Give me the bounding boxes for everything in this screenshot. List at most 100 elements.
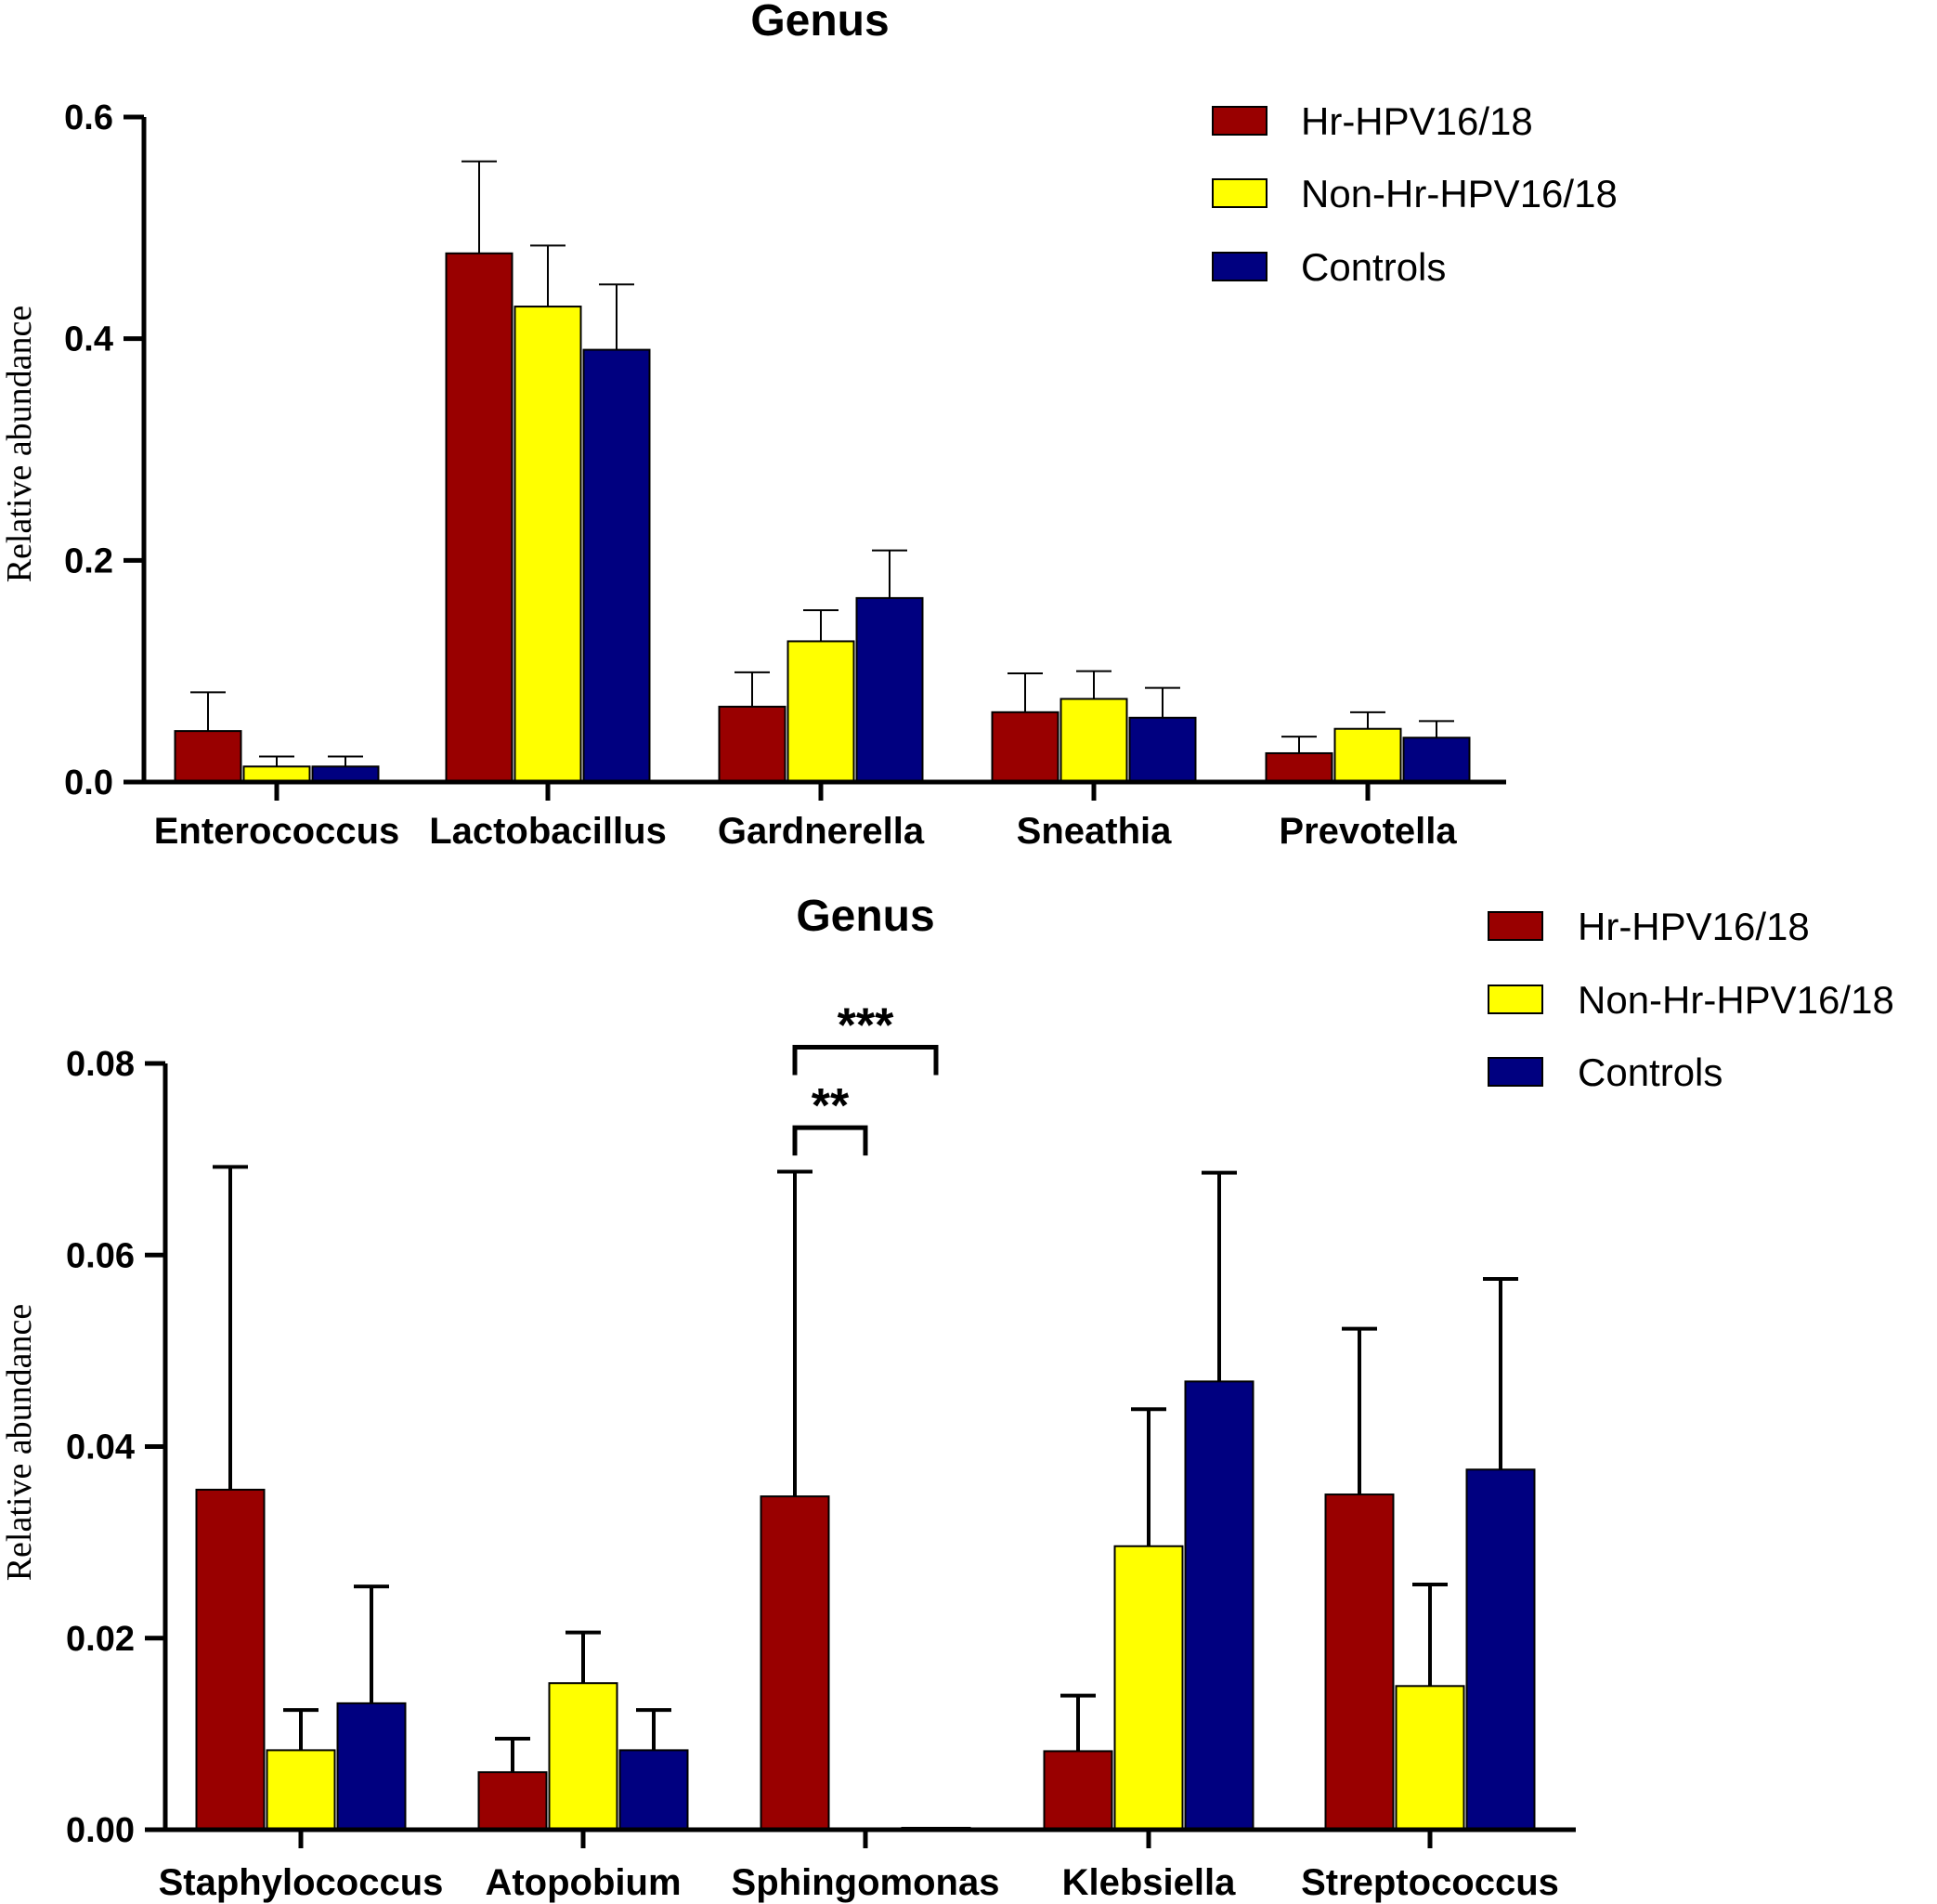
legend-item-controls: Controls (1212, 245, 1446, 289)
legend: Hr-HPV16/18 Non-Hr-HPV16/18 Controls (1212, 99, 1618, 289)
significance-label: *** (838, 998, 894, 1052)
legend-swatch-hr-hpv (1488, 911, 1543, 941)
error-bar-hr-hpv16-18-staphylococcus (213, 1165, 248, 1490)
y-tick-label: 0.00 (66, 1811, 135, 1850)
error-bar-hr-hpv16-18-gardnerella (734, 671, 770, 707)
error-bar-non-hr-hpv16-18-staphylococcus (283, 1708, 318, 1751)
legend-swatch-controls (1212, 252, 1268, 281)
y-tick-label: 0.6 (64, 98, 113, 137)
error-bar-non-hr-hpv16-18-streptococcus (1412, 1583, 1448, 1687)
x-tick-label-enterococcus: Enterococcus (154, 811, 400, 852)
bar-hr-hpv16-18-prevotella (1265, 751, 1333, 783)
error-bar-hr-hpv16-18-sneathia (1008, 672, 1043, 712)
bar-hr-hpv16-18-staphylococcus (195, 1488, 266, 1831)
bar-controls-lactobacillus (582, 348, 651, 783)
x-tick-label-klebsiella: Klebsiella (1062, 1862, 1237, 1903)
legend-item-non-hr-hpv: Non-Hr-HPV16/18 (1212, 172, 1618, 215)
legend: Hr-HPV16/18 Non-Hr-HPV16/18 Controls (1488, 905, 1894, 1094)
error-bar-controls-sneathia (1145, 686, 1180, 718)
bar-controls-streptococcus (1465, 1468, 1536, 1831)
error-bar-hr-hpv16-18-sphingomonas (777, 1169, 812, 1497)
y-axis-label: Relative abundance (0, 1304, 39, 1582)
y-tick-label: 0.04 (66, 1428, 135, 1467)
x-tick-label-streptococcus: Streptococcus (1301, 1862, 1559, 1903)
bar-controls-atopobium (618, 1749, 689, 1831)
error-bar-non-hr-hpv16-18-enterococcus (259, 755, 294, 767)
chart-title: Genus (796, 892, 934, 941)
significance-annotations: ***** (792, 998, 939, 1156)
bar-non-hr-hpv16-18-enterococcus (242, 765, 311, 784)
legend-swatch-controls (1488, 1057, 1543, 1087)
chart-panel-bottom: Genus Relative abundance 0.000.020.040.0… (0, 892, 1894, 1903)
error-bar-non-hr-hpv16-18-klebsiella (1131, 1407, 1166, 1546)
legend-swatch-non-hr-hpv (1488, 985, 1543, 1014)
x-tick-label-gardnerella: Gardnerella (718, 811, 925, 852)
bar-controls-gardnerella (855, 596, 924, 784)
x-tick-label-sphingomonas: Sphingomonas (732, 1862, 1000, 1903)
legend-item-hr-hpv: Hr-HPV16/18 (1212, 99, 1533, 143)
error-bar-hr-hpv16-18-atopobium (495, 1737, 530, 1773)
error-bar-non-hr-hpv16-18-sneathia (1076, 670, 1112, 699)
significance-bracket: ** (792, 1079, 868, 1156)
x-tick-label-lactobacillus: Lactobacillus (429, 811, 667, 852)
y-tick-label: 0.06 (66, 1236, 135, 1275)
legend-label-non-hr-hpv: Non-Hr-HPV16/18 (1578, 978, 1894, 1022)
bar-non-hr-hpv16-18-atopobium (548, 1682, 618, 1831)
y-axis-ticks: 0.00 0.02 0.04 0.06 0.08 (66, 1045, 165, 1850)
y-tick-label: 0.02 (66, 1620, 135, 1659)
x-axis-categories: Enterococcus Lactobacillus Gardnerella Snea… (154, 782, 1457, 852)
x-tick-label-atopobium: Atopobium (485, 1862, 681, 1903)
bar-controls-staphylococcus (336, 1702, 407, 1831)
bar-hr-hpv16-18-enterococcus (174, 730, 242, 784)
bar-non-hr-hpv16-18-streptococcus (1395, 1685, 1465, 1831)
bar-non-hr-hpv16-18-lactobacillus (514, 306, 582, 783)
error-bar-controls-klebsiella (1202, 1170, 1237, 1382)
significance-bracket: *** (792, 998, 939, 1076)
y-tick-label: 0.4 (64, 320, 113, 359)
bar-non-hr-hpv16-18-gardnerella (786, 640, 855, 783)
error-bar-controls-enterococcus (328, 755, 363, 767)
x-axis-categories: Staphylococcus Atopobium Sphingomonas Klebs… (159, 1830, 1559, 1903)
error-bar-controls-staphylococcus (354, 1584, 389, 1703)
y-axis-ticks: 0.0 0.2 0.4 0.6 (64, 98, 144, 802)
legend-item-controls: Controls (1488, 1050, 1722, 1094)
chart-title: Genus (750, 0, 889, 46)
y-axis-label: Relative abundance (0, 306, 39, 583)
error-bar-non-hr-hpv16-18-atopobium (566, 1630, 601, 1684)
chart-panel-top: Genus Relative abundance 0.0 0.2 0.4 0.6 En… (0, 0, 1618, 852)
bar-non-hr-hpv16-18-prevotella (1333, 727, 1402, 783)
legend-label-controls: Controls (1301, 245, 1446, 289)
error-bar-hr-hpv16-18-streptococcus (1342, 1326, 1377, 1495)
legend-label-hr-hpv: Hr-HPV16/18 (1578, 905, 1810, 948)
bar-hr-hpv16-18-gardnerella (718, 705, 786, 783)
legend-swatch-non-hr-hpv (1212, 178, 1268, 208)
legend-swatch-hr-hpv (1212, 106, 1268, 136)
legend-item-hr-hpv: Hr-HPV16/18 (1488, 905, 1810, 948)
x-tick-label-sneathia: Sneathia (1017, 811, 1172, 852)
x-tick-label-prevotella: Prevotella (1279, 811, 1457, 852)
bar-hr-hpv16-18-sphingomonas (760, 1495, 830, 1831)
y-tick-label: 0.2 (64, 541, 113, 580)
legend-label-hr-hpv: Hr-HPV16/18 (1301, 99, 1533, 143)
significance-label: ** (812, 1079, 850, 1133)
error-bar-hr-hpv16-18-lactobacillus (462, 160, 497, 254)
error-bar-hr-hpv16-18-enterococcus (190, 691, 226, 732)
error-bar-hr-hpv16-18-klebsiella (1060, 1693, 1096, 1752)
bar-controls-enterococcus (311, 765, 380, 784)
bar-hr-hpv16-18-atopobium (477, 1771, 548, 1831)
error-bar-controls-prevotella (1419, 720, 1454, 738)
error-bar-non-hr-hpv16-18-gardnerella (803, 609, 838, 642)
bar-non-hr-hpv16-18-klebsiella (1113, 1545, 1184, 1831)
y-tick-label: 0.08 (66, 1045, 135, 1084)
error-bar-hr-hpv16-18-prevotella (1281, 736, 1317, 753)
x-tick-label-staphylococcus: Staphylococcus (159, 1862, 444, 1903)
bar-hr-hpv16-18-lactobacillus (445, 252, 514, 783)
error-bar-controls-atopobium (636, 1708, 671, 1751)
legend-label-controls: Controls (1578, 1050, 1722, 1094)
legend-item-non-hr-hpv: Non-Hr-HPV16/18 (1488, 978, 1894, 1022)
bar-non-hr-hpv16-18-staphylococcus (266, 1749, 336, 1831)
bar-hr-hpv16-18-sneathia (991, 711, 1060, 784)
bar-controls-klebsiella (1184, 1380, 1254, 1831)
bar-group (195, 1165, 1536, 1832)
